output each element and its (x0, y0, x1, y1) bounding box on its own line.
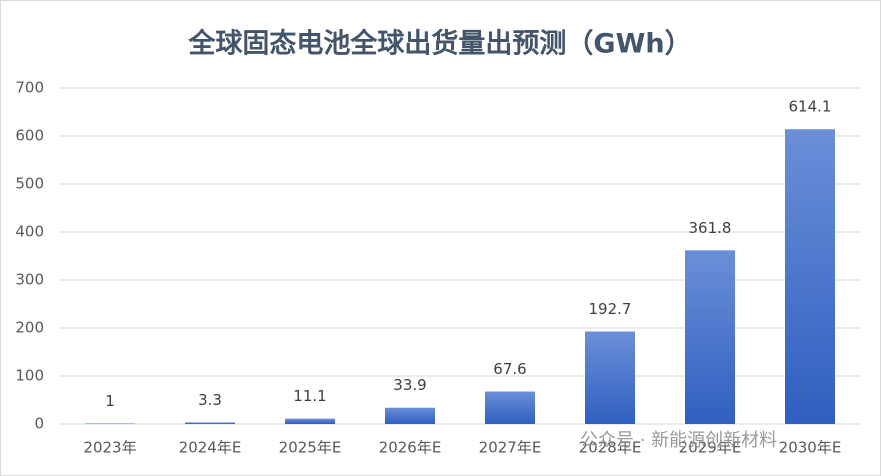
y-tick-label: 300 (15, 271, 44, 289)
bar (585, 331, 635, 424)
x-tick-label: 2023年 (83, 439, 136, 457)
value-label: 1 (105, 392, 115, 410)
y-tick-label: 400 (15, 223, 44, 241)
y-tick-label: 600 (15, 127, 44, 145)
value-label: 33.9 (393, 376, 426, 394)
y-tick-label: 500 (15, 175, 44, 193)
x-tick-label: 2026年E (379, 439, 442, 457)
x-tick-label: 2024年E (179, 439, 242, 457)
bar (385, 407, 435, 424)
value-label: 67.6 (493, 360, 526, 378)
value-label: 361.8 (689, 219, 732, 237)
x-tick-label: 2030年E (779, 439, 842, 457)
y-tick-label: 200 (15, 319, 44, 337)
value-label: 192.7 (589, 300, 632, 318)
bar (685, 250, 735, 424)
value-label: 614.1 (789, 98, 832, 116)
bar (785, 129, 835, 424)
x-tick-label: 2028年E (579, 439, 642, 457)
chart-title: 全球固态电池全球出货量出预测（GWh） (187, 28, 691, 60)
bar (185, 422, 235, 424)
y-tick-label: 0 (34, 415, 44, 433)
value-label: 11.1 (293, 387, 326, 405)
x-tick-label: 2025年E (279, 439, 342, 457)
bar (285, 418, 335, 424)
value-label: 3.3 (198, 391, 222, 409)
bar (485, 391, 535, 424)
x-tick-label: 2027年E (479, 439, 542, 457)
y-tick-label: 700 (15, 79, 44, 97)
watermark: 公众号 · 新能源创新材料 (580, 430, 777, 451)
x-tick-label: 2029年E (679, 439, 742, 457)
y-tick-label: 100 (15, 367, 44, 385)
